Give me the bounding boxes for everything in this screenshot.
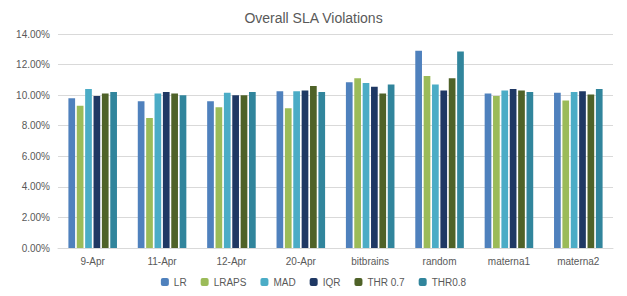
svg-text:LR: LR: [174, 277, 187, 288]
svg-text:bitbrains: bitbrains: [351, 256, 389, 267]
svg-text:8.00%: 8.00%: [22, 120, 50, 131]
svg-text:materna2: materna2: [557, 256, 600, 267]
svg-text:10.00%: 10.00%: [16, 90, 50, 101]
svg-text:Overall SLA Violations: Overall SLA Violations: [244, 10, 382, 26]
svg-text:12-Apr: 12-Apr: [216, 256, 247, 267]
svg-text:9-Apr: 9-Apr: [80, 256, 105, 267]
svg-text:2.00%: 2.00%: [22, 212, 50, 223]
svg-text:14.00%: 14.00%: [16, 29, 50, 40]
svg-text:LRAPS: LRAPS: [214, 277, 247, 288]
svg-text:THR 0.7: THR 0.7: [367, 277, 405, 288]
svg-text:materna1: materna1: [488, 256, 531, 267]
svg-text:11-Apr: 11-Apr: [147, 256, 177, 267]
svg-text:IQR: IQR: [323, 277, 341, 288]
svg-text:0.00%: 0.00%: [22, 243, 50, 254]
svg-text:MAD: MAD: [273, 277, 295, 288]
svg-text:6.00%: 6.00%: [22, 151, 50, 162]
svg-text:12.00%: 12.00%: [16, 59, 50, 70]
svg-text:THR0.8: THR0.8: [432, 277, 467, 288]
svg-text:random: random: [423, 256, 457, 267]
svg-text:20-Apr: 20-Apr: [286, 256, 317, 267]
svg-text:4.00%: 4.00%: [22, 181, 50, 192]
